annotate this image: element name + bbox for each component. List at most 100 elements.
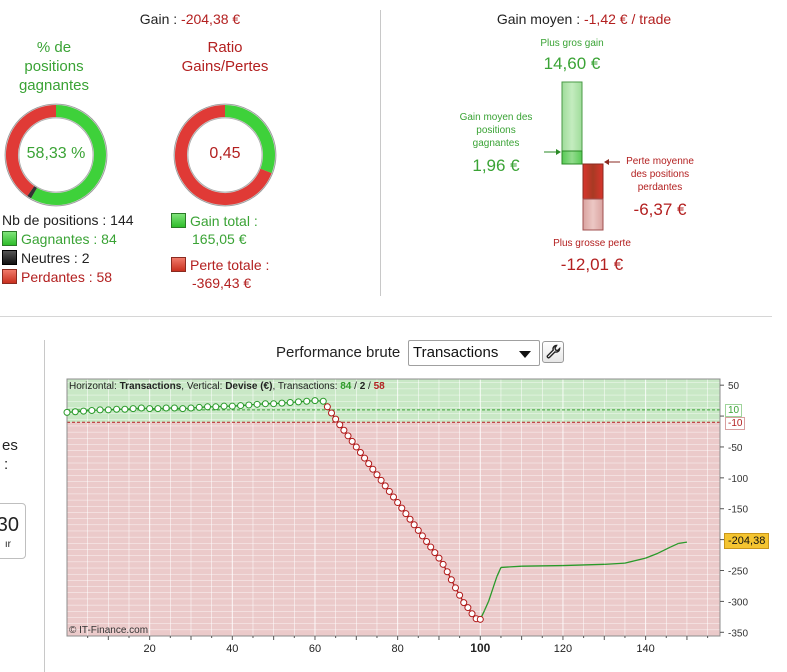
- series-point: [427, 543, 435, 551]
- y-tick-label: -250: [728, 567, 748, 578]
- chart-loss-zone: [67, 422, 720, 636]
- series-point: [439, 560, 447, 568]
- gain-moyen-gagnantes-line1: Gain moyen des: [459, 112, 533, 123]
- gain-moyen-gagnantes-value: 1,96 €: [472, 156, 520, 175]
- series-point: [195, 403, 203, 411]
- wrench-icon: [546, 344, 561, 359]
- series-line-segment: [492, 576, 498, 590]
- gain-perte-bars: [544, 81, 620, 231]
- series-point: [261, 400, 269, 408]
- series-point: [410, 521, 418, 529]
- series-point: [447, 576, 455, 584]
- ring-outer-edge: [173, 103, 277, 207]
- x-tick-label: 120: [554, 643, 572, 655]
- ratio-title-line1: Ratio: [207, 39, 243, 56]
- series-point: [340, 426, 348, 434]
- settings-button[interactable]: [542, 341, 564, 363]
- ring-loss-segment: [175, 105, 272, 205]
- series-point: [212, 403, 220, 411]
- series-line-segment: [500, 565, 522, 569]
- series-point: [402, 510, 410, 518]
- transactions-select-value: Transactions: [413, 344, 499, 361]
- info-win: 84: [340, 381, 352, 392]
- plus-grosse-perte-label: Plus grosse perte: [553, 238, 631, 249]
- series-point: [71, 408, 79, 416]
- ring-neutral-segment: [27, 186, 38, 199]
- win-pct-ring: [4, 103, 108, 207]
- series-point: [129, 405, 137, 413]
- win-pct-title-line3: gagnantes: [18, 77, 90, 94]
- y-tick-label: -300: [728, 597, 748, 608]
- y-tick-label: -50: [728, 443, 743, 454]
- legend-perdantes-label: Perdantes : 58: [21, 269, 113, 285]
- plus-grosse-perte-value: -12,01 €: [560, 255, 624, 274]
- perte-totale-value: -369,43 €: [192, 275, 252, 291]
- series-point: [121, 405, 129, 413]
- perte-moyenne-value: -6,37 €: [633, 200, 687, 219]
- series-point: [352, 443, 360, 451]
- top-separator: [380, 10, 381, 296]
- perte-moyenne-label: Perte moyenne des positions perdantes: [612, 155, 708, 194]
- ring-win-segment: [31, 105, 106, 205]
- y-tick-label: -100: [728, 474, 748, 485]
- series-point: [431, 549, 439, 557]
- series-point: [369, 465, 377, 473]
- series-point: [162, 404, 170, 412]
- series-point: [328, 409, 336, 417]
- series-point: [220, 402, 228, 410]
- info-neutral: 2: [359, 381, 366, 392]
- series-line-segment: [678, 541, 688, 544]
- legend-gain-total: Gain total : 165,05 €: [171, 212, 258, 248]
- series-point: [336, 421, 344, 429]
- gain-moyen-gagnantes-line2: positions: [476, 125, 516, 136]
- gain-moyen-label: Gain moyen :: [496, 11, 584, 27]
- series-point: [435, 554, 443, 562]
- legend-gagnantes-label: Gagnantes : 84: [21, 231, 117, 247]
- left-partial-value: 30: [0, 514, 19, 536]
- series-point: [406, 515, 414, 523]
- ratio-ring: [173, 103, 277, 207]
- series-point: [348, 437, 356, 445]
- x-tick-label: 100: [470, 641, 490, 655]
- series-point: [423, 537, 431, 545]
- bottom-separator: [44, 340, 45, 672]
- chart-border: [66, 378, 721, 637]
- series-point: [319, 397, 327, 405]
- series-line-segment: [521, 564, 563, 567]
- ring-outer-edge: [4, 103, 108, 207]
- series-point: [154, 405, 162, 413]
- series-point: [365, 460, 373, 468]
- legend-black-square: [2, 250, 17, 265]
- legend-red-square: [2, 269, 17, 284]
- win-pct-value: 58,33 %: [26, 145, 86, 162]
- legend-perte-totale: Perte totale : -369,43 €: [171, 256, 269, 292]
- series-point: [344, 432, 352, 440]
- bar-gain-moyen: [561, 150, 583, 165]
- arrow-gain-moyen-head: [556, 149, 561, 155]
- series-point: [451, 584, 459, 592]
- series-point: [443, 568, 451, 576]
- series-point: [228, 402, 236, 410]
- legend-perdantes: Perdantes : 58: [2, 269, 112, 285]
- legend-green-square: [2, 231, 17, 246]
- transactions-select[interactable]: Transactions: [408, 340, 540, 366]
- series-point: [237, 402, 245, 410]
- series-line-segment: [670, 542, 679, 548]
- series-point: [303, 397, 311, 405]
- series-point: [418, 532, 426, 540]
- band-upper-label: 10: [725, 404, 743, 417]
- info-lose: 58: [373, 381, 385, 392]
- ring-lose-segment: [6, 105, 57, 196]
- series-point: [356, 449, 364, 457]
- series-line-segment: [496, 567, 502, 577]
- info-v-label: , Vertical:: [181, 381, 226, 392]
- series-point: [187, 404, 195, 412]
- ratio-value: 0,45: [209, 145, 241, 162]
- ring-inner-edge: [18, 117, 94, 193]
- x-tick-label: 140: [636, 643, 654, 655]
- left-partial-box[interactable]: 30 ır: [0, 503, 26, 559]
- y-tick-label: -150: [728, 505, 748, 516]
- series-point: [179, 405, 187, 413]
- series-point: [113, 405, 121, 413]
- plus-gros-gain-label: Plus gros gain: [540, 38, 604, 49]
